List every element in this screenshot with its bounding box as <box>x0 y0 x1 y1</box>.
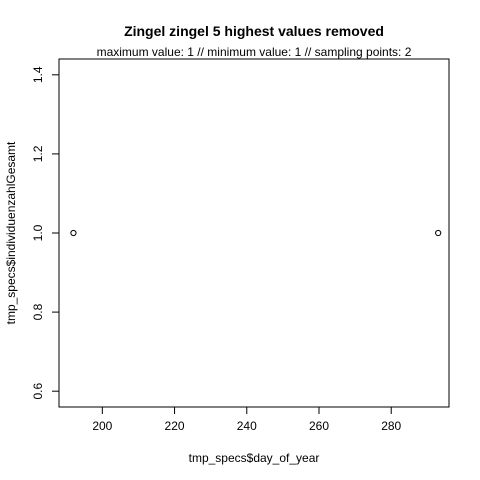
x-axis: 200 220 240 260 280 <box>92 407 401 433</box>
chart-title: Zingel zingel 5 highest values removed <box>124 23 384 39</box>
data-points <box>71 230 441 235</box>
x-tick-label: 260 <box>309 419 329 433</box>
y-axis: 0.6 0.8 1.0 1.2 1.4 <box>31 66 59 399</box>
x-tick-label: 240 <box>237 419 257 433</box>
y-tick-label: 1.0 <box>31 224 45 241</box>
x-tick-label: 200 <box>92 419 112 433</box>
x-axis-label: tmp_specs$day_of_year <box>189 451 320 465</box>
data-point <box>436 230 441 235</box>
y-tick-label: 1.2 <box>31 145 45 162</box>
y-axis-label: tmp_specs$individuenzahlGesamt <box>4 141 18 324</box>
y-tick-label: 1.4 <box>31 66 45 83</box>
x-tick-label: 220 <box>165 419 185 433</box>
y-tick-label: 0.8 <box>31 303 45 320</box>
plot-frame <box>59 59 449 407</box>
y-tick-label: 0.6 <box>31 383 45 400</box>
chart-subtitle: maximum value: 1 // minimum value: 1 // … <box>97 45 412 59</box>
x-tick-label: 280 <box>381 419 401 433</box>
data-point <box>71 230 76 235</box>
